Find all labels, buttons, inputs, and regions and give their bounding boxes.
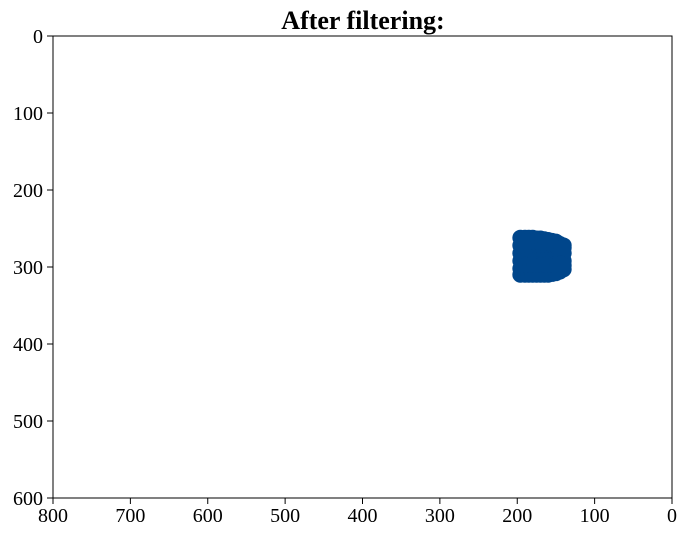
x-tick-label: 700 <box>115 505 145 527</box>
y-tick-label: 500 <box>13 411 43 433</box>
y-tick-label: 100 <box>13 103 43 125</box>
scatter-point <box>553 239 570 256</box>
y-axis: 0 100 200 300 400 500 600 <box>13 26 53 510</box>
scatter-point <box>553 255 570 272</box>
plot-area <box>53 36 672 498</box>
x-tick-label: 600 <box>193 505 223 527</box>
x-axis: 800 700 600 500 400 300 200 100 0 <box>38 498 677 527</box>
y-tick-label: 400 <box>13 334 43 356</box>
x-tick-label: 800 <box>38 505 68 527</box>
data-points <box>512 229 572 283</box>
y-tick-label: 0 <box>33 26 43 48</box>
y-tick-label: 200 <box>13 180 43 202</box>
x-tick-label: 0 <box>667 505 677 527</box>
x-tick-label: 500 <box>270 505 300 527</box>
y-tick-label: 300 <box>13 257 43 279</box>
x-tick-label: 300 <box>425 505 455 527</box>
x-tick-label: 100 <box>580 505 610 527</box>
x-tick-label: 200 <box>502 505 532 527</box>
y-tick-label: 600 <box>13 488 43 510</box>
x-tick-label: 400 <box>348 505 378 527</box>
chart-title: After filtering: <box>281 6 444 35</box>
